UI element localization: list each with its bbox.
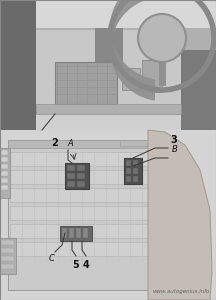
Bar: [69, 228, 74, 238]
Bar: [1, 171, 8, 176]
Bar: [126, 176, 131, 182]
Circle shape: [138, 14, 186, 62]
Bar: [76, 228, 81, 238]
Text: www.autogenius.info: www.autogenius.info: [152, 289, 210, 294]
Bar: [1, 185, 8, 190]
Bar: [62, 228, 67, 238]
Bar: [77, 173, 85, 179]
Bar: [1, 264, 14, 269]
Bar: [36, 30, 181, 130]
Bar: [67, 165, 75, 171]
Bar: [120, 140, 148, 146]
Text: 4: 4: [83, 260, 89, 270]
Bar: [8, 140, 168, 290]
Text: 3: 3: [170, 135, 177, 145]
Bar: [77, 181, 85, 187]
Bar: [1, 256, 14, 261]
Bar: [133, 168, 138, 174]
Bar: [1, 248, 14, 253]
Text: A: A: [67, 139, 73, 148]
Polygon shape: [148, 130, 212, 300]
Bar: [60, 226, 92, 241]
Bar: [124, 158, 142, 184]
Bar: [36, 104, 181, 114]
Bar: [122, 68, 140, 90]
Bar: [1, 150, 8, 155]
Bar: [142, 60, 162, 92]
Bar: [10, 224, 158, 238]
Bar: [95, 28, 123, 68]
Bar: [126, 168, 131, 174]
Bar: [10, 170, 158, 184]
Bar: [0, 238, 16, 274]
Bar: [77, 165, 85, 171]
Bar: [10, 206, 158, 220]
Bar: [0, 148, 10, 198]
Bar: [8, 140, 168, 148]
Bar: [0, 0, 36, 130]
Bar: [67, 173, 75, 179]
Bar: [83, 228, 88, 238]
Text: B: B: [172, 145, 178, 154]
Bar: [1, 240, 14, 245]
Bar: [1, 157, 8, 162]
Bar: [10, 242, 158, 256]
Text: 5: 5: [73, 260, 79, 270]
Bar: [10, 152, 158, 166]
Text: C: C: [49, 254, 55, 263]
Bar: [133, 176, 138, 182]
Bar: [126, 160, 131, 166]
Bar: [133, 160, 138, 166]
Bar: [10, 188, 158, 202]
Bar: [0, 130, 216, 300]
Bar: [0, 0, 216, 28]
Text: 2: 2: [52, 138, 58, 148]
Bar: [0, 28, 216, 50]
Bar: [1, 178, 8, 183]
Bar: [36, 114, 181, 130]
Bar: [1, 164, 8, 169]
Bar: [0, 0, 216, 130]
Bar: [67, 181, 75, 187]
Bar: [65, 163, 89, 189]
Bar: [55, 62, 117, 104]
